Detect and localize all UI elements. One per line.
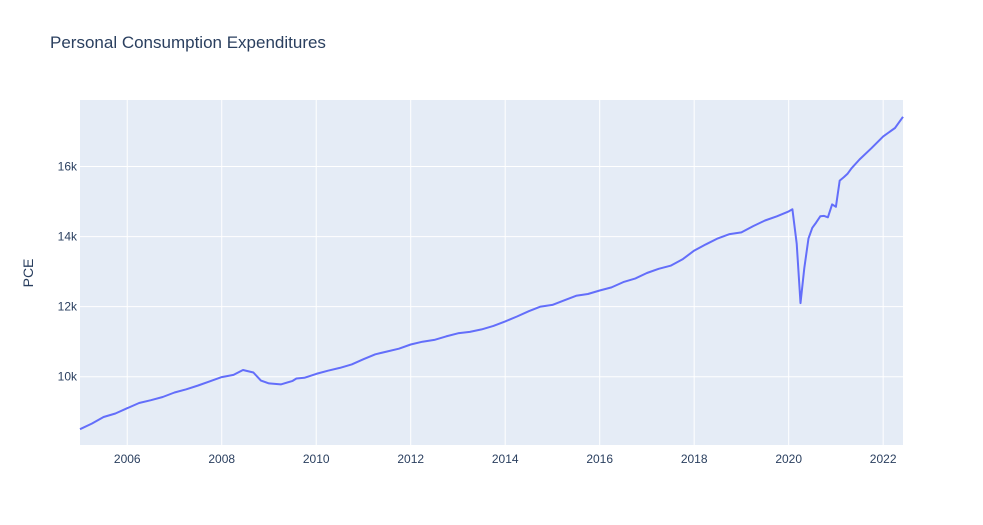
x-tick-label: 2014 [492,452,519,466]
x-tick-label: 2008 [208,452,235,466]
series-line [79,116,904,431]
chart-title: Personal Consumption Expenditures [50,33,326,52]
x-tick-label: 2022 [870,452,897,466]
x-tick-label: 2012 [397,452,424,466]
x-tick-label: 2020 [775,452,802,466]
y-gridlines [80,166,903,378]
y-tick-labels: 10k 12k 14k 16k [58,160,78,384]
x-tick-label: 2006 [114,452,141,466]
x-tick-label: 2010 [303,452,330,466]
y-tick-label: 12k [58,300,78,314]
y-tick-label: 16k [58,160,78,174]
plot-area [80,100,903,445]
x-tick-labels: 2006 2008 2010 2012 2014 2016 2018 2020 2022 [114,452,897,466]
y-tick-label: 14k [58,230,78,244]
x-gridlines [126,100,884,445]
y-tick-label: 10k [58,370,78,384]
y-axis-title: PCE [20,259,36,288]
series-layer [79,116,904,431]
x-tick-label: 2016 [586,452,613,466]
x-tick-label: 2018 [681,452,708,466]
